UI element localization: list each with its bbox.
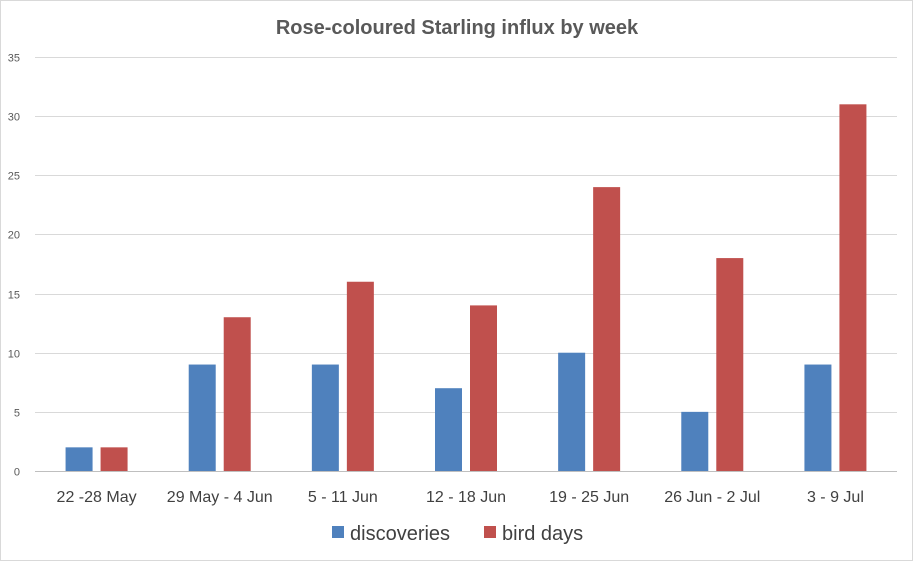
bar-bird-days-3 bbox=[470, 305, 497, 471]
bar-bird-days-2 bbox=[346, 281, 374, 471]
x-tick-label: 3 - 9 Jul bbox=[807, 489, 864, 506]
y-tick-label: 35 bbox=[8, 53, 20, 65]
y-axis-ticks: 0 5 10 15 20 25 30 35 bbox=[8, 53, 20, 479]
x-axis-ticks: 22 -28 May 29 May - 4 Jun 5 - 11 Jun 12 - 1… bbox=[57, 489, 864, 506]
bar-bird-days-6 bbox=[839, 104, 867, 472]
bars bbox=[65, 104, 867, 472]
bar-bird-days-0 bbox=[100, 447, 128, 471]
x-tick-label: 26 Jun - 2 Jul bbox=[664, 489, 760, 506]
bar-bird-days-1 bbox=[223, 317, 251, 471]
bar-discoveries-4 bbox=[558, 352, 586, 471]
x-tick-label: 5 - 11 Jun bbox=[308, 489, 378, 506]
x-tick-label: 22 -28 May bbox=[57, 489, 137, 506]
bar-discoveries-0 bbox=[65, 447, 93, 471]
bar-discoveries-3 bbox=[435, 388, 462, 471]
chart-title: Rose-coloured Starling influx by week bbox=[276, 17, 639, 39]
legend-swatch-bird-days bbox=[484, 526, 496, 538]
bar-discoveries-5 bbox=[681, 411, 709, 471]
y-tick-label: 15 bbox=[8, 290, 20, 302]
x-tick-label: 12 - 18 Jun bbox=[426, 489, 506, 506]
legend: discoveries bird days bbox=[332, 523, 583, 545]
bar-discoveries-1 bbox=[188, 364, 216, 471]
y-tick-label: 5 bbox=[14, 408, 20, 420]
y-tick-label: 0 bbox=[14, 467, 20, 479]
bar-bird-days-4 bbox=[593, 187, 621, 471]
x-tick-label: 19 - 25 Jun bbox=[549, 489, 629, 506]
legend-label: bird days bbox=[502, 523, 583, 545]
bar-bird-days-5 bbox=[716, 258, 744, 471]
y-tick-label: 10 bbox=[8, 349, 20, 361]
y-tick-label: 30 bbox=[8, 112, 20, 124]
bar-discoveries-2 bbox=[311, 364, 339, 471]
gridlines bbox=[35, 57, 897, 413]
legend-label: discoveries bbox=[350, 523, 450, 545]
bar-discoveries-6 bbox=[804, 364, 832, 471]
legend-swatch-discoveries bbox=[332, 526, 344, 538]
x-tick-label: 29 May - 4 Jun bbox=[167, 489, 273, 506]
y-tick-label: 20 bbox=[8, 230, 20, 242]
y-tick-label: 25 bbox=[8, 171, 20, 183]
